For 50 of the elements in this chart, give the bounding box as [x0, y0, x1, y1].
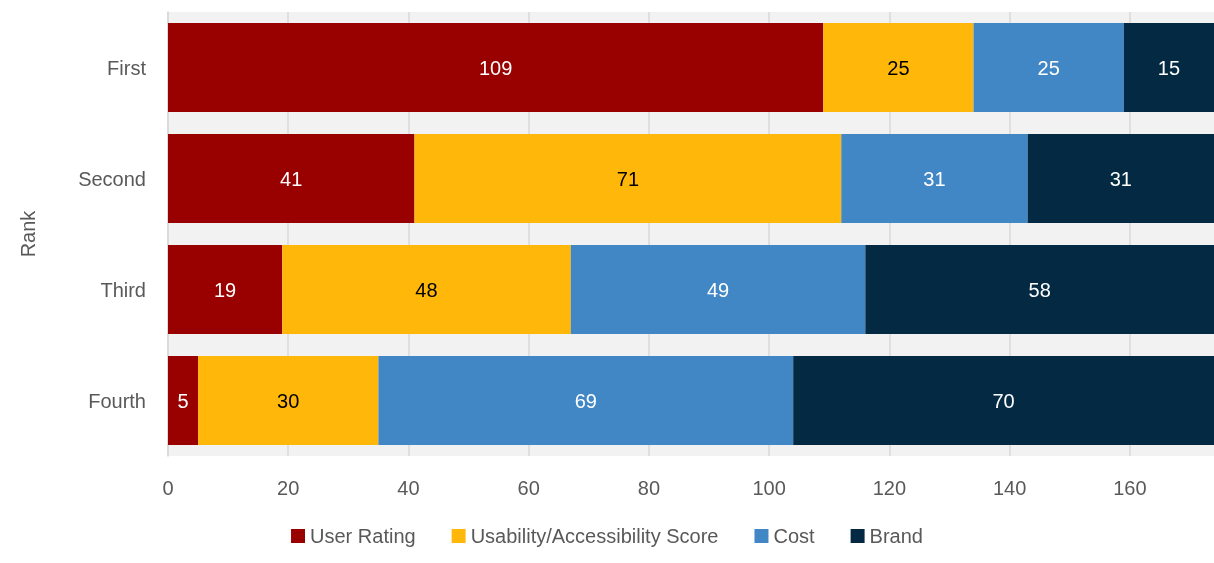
x-tick-label: 140: [992, 477, 1027, 499]
x-tick-label: 100: [752, 477, 786, 499]
bar: [1027, 134, 1214, 223]
data-label: 25: [1037, 56, 1060, 79]
data-label: 71: [616, 167, 639, 190]
data-label: 41: [280, 167, 303, 190]
bar: [198, 356, 379, 445]
legend-label: User Rating: [310, 525, 416, 547]
bar: [168, 245, 283, 334]
x-tick-label: 160: [1113, 477, 1147, 499]
y-tick-label: Second: [78, 167, 146, 190]
bar: [793, 356, 1214, 445]
data-label: 31: [923, 167, 946, 190]
bar: [414, 134, 842, 223]
x-tick-label: 40: [397, 477, 420, 499]
legend-label: Brand: [869, 525, 923, 547]
y-tick-label: Fourth: [88, 389, 146, 412]
bar: [823, 23, 974, 112]
x-tick-label: 60: [517, 477, 540, 499]
bar: [168, 23, 824, 112]
data-label: 109: [478, 56, 513, 79]
y-tick-label: First: [107, 56, 147, 79]
data-label: 30: [277, 389, 300, 412]
data-label: 31: [1109, 167, 1132, 190]
bar: [168, 356, 199, 445]
legend-label: Usability/Accessibility Score: [470, 525, 719, 547]
bar: [865, 245, 1214, 334]
data-label: 48: [415, 278, 438, 301]
legend-label: Cost: [773, 525, 816, 547]
bar: [1123, 23, 1214, 112]
bar: [973, 23, 1124, 112]
data-label: 19: [213, 278, 237, 301]
data-label: 70: [992, 389, 1015, 412]
data-label: 25: [887, 56, 910, 79]
data-label: 15: [1157, 56, 1181, 79]
bar: [570, 245, 866, 334]
bar: [378, 356, 794, 445]
y-axis-title: Rank: [17, 209, 39, 258]
data-label: 5: [177, 389, 189, 412]
y-tick-label: Third: [100, 278, 146, 301]
x-tick-label: 120: [872, 477, 907, 499]
x-tick-label: 20: [277, 477, 300, 499]
data-label: 69: [574, 389, 597, 412]
data-label: 49: [706, 278, 730, 301]
bar: [168, 134, 415, 223]
x-tick-label: 80: [637, 477, 661, 499]
x-tick-label: 0: [162, 477, 174, 499]
bar: [282, 245, 571, 334]
bar: [841, 134, 1028, 223]
data-label: 58: [1028, 278, 1051, 301]
